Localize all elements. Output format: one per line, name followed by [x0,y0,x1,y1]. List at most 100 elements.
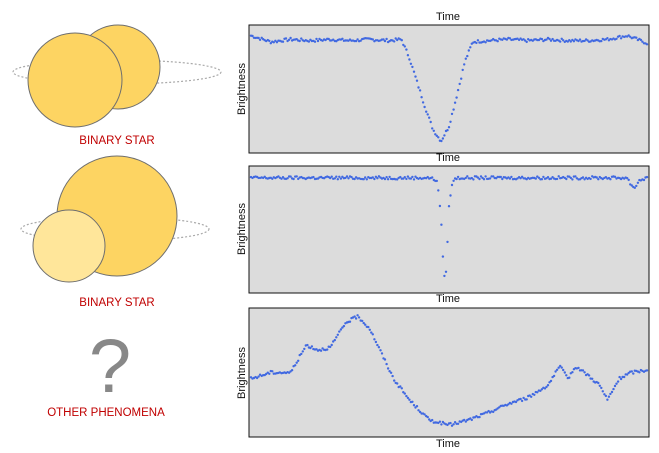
data-point [374,340,378,344]
data-point [455,177,458,181]
data-point [548,37,551,41]
data-point [606,37,609,40]
data-point [290,369,294,372]
caption-row-2: BINARY STAR [79,297,154,309]
data-point [452,108,455,111]
data-point [632,372,635,375]
data-point [379,349,382,352]
data-point [348,320,352,323]
data-point [466,54,469,58]
data-point [408,398,411,401]
data-point [520,399,524,403]
data-point [533,393,536,396]
data-point [549,39,553,42]
data-series [249,34,649,143]
data-point [522,38,525,41]
data-point [449,120,452,124]
data-point [321,347,324,350]
data-point [338,175,341,178]
data-point [609,392,612,396]
data-point [414,75,417,78]
data-point [294,364,297,367]
light-curve-chart-3: Brightness [236,307,650,438]
data-point [403,45,406,48]
data-point [613,384,617,388]
data-point [619,377,623,381]
data-point [618,34,621,38]
data-point [607,395,611,398]
data-point [399,385,402,388]
data-point [306,343,309,347]
data-point [353,315,356,318]
data-point [539,389,542,392]
data-point [571,178,574,181]
data-point [453,101,457,104]
data-point [629,35,632,38]
data-point [583,178,586,181]
data-point [452,179,455,182]
data-point [630,370,633,373]
data-point [612,387,615,391]
data-point [543,387,547,390]
y-axis-label: Brightness [236,203,248,255]
data-point [316,39,320,43]
data-point [618,375,621,379]
data-point [470,418,473,422]
data-point [394,37,397,40]
data-point [260,36,263,39]
data-point [417,409,420,412]
data-point [613,175,617,178]
data-point [464,57,467,60]
data-point [428,116,431,119]
data-point [456,88,460,92]
data-point [449,194,452,197]
data-point [341,175,344,178]
data-point [411,65,414,69]
data-point [610,390,614,394]
light-curve-chart-2: Brightness [236,165,650,294]
data-point [417,86,420,89]
data-point [257,375,260,378]
data-point [463,63,466,66]
data-point [548,381,551,384]
data-point [440,423,443,426]
data-point [595,176,598,179]
data-point [429,120,432,124]
data-point [572,40,576,43]
data-point [450,112,454,116]
data-point [359,39,362,42]
data-point [371,176,374,179]
data-point [344,176,347,180]
data-point [330,175,333,178]
data-point [638,371,641,374]
data-point [309,346,312,350]
data-point [453,421,457,424]
data-point [365,178,368,181]
data-point [598,384,601,387]
data-point [393,40,396,43]
data-point [421,101,425,104]
data-point [606,398,609,401]
data-point [472,178,475,181]
data-point [399,175,402,179]
data-point [597,381,600,385]
data-point [255,376,259,380]
data-point [447,126,451,129]
data-point [406,175,410,178]
data-point [569,176,572,180]
data-point [441,255,445,258]
data-point [583,371,586,374]
data-point [403,176,406,179]
data-point [446,240,449,244]
data-point [364,176,367,179]
data-point [335,336,338,339]
y-axis-label: Brightness [236,347,248,399]
data-point [405,48,408,51]
data-point [435,179,438,183]
data-point [476,176,480,179]
data-point [440,139,443,143]
data-point [297,359,300,362]
data-point [396,382,399,385]
data-point [374,175,378,178]
